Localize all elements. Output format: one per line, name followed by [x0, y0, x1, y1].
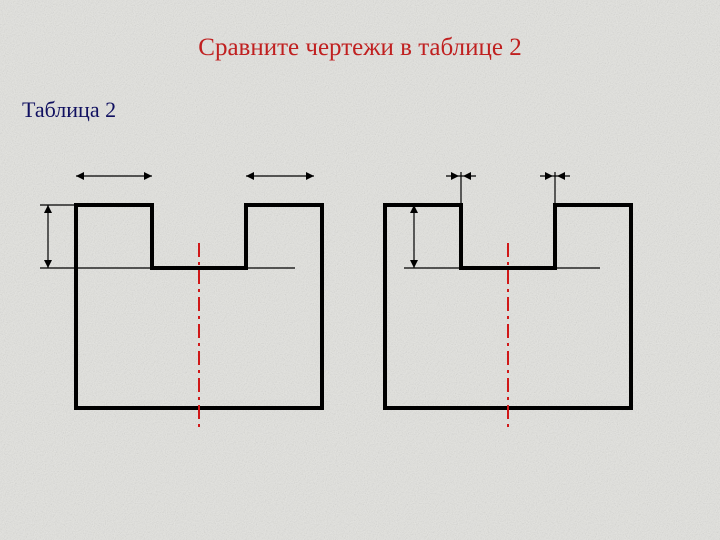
drawings: [0, 0, 720, 540]
